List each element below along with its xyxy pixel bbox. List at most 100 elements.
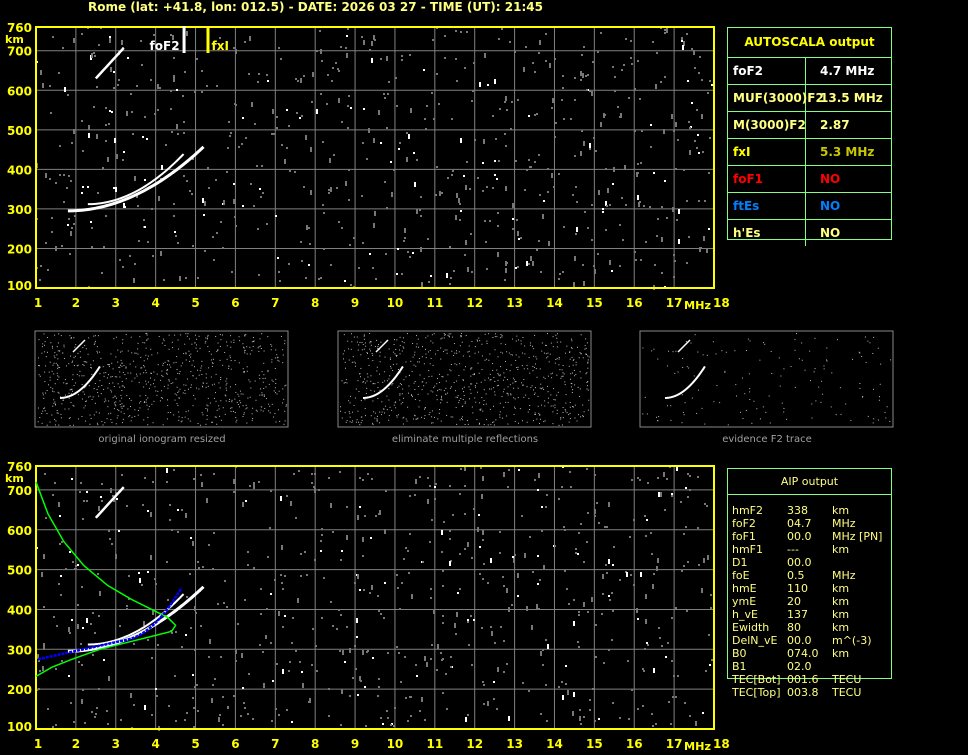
noise-dot (158, 196, 160, 201)
noise-dot (298, 470, 300, 472)
noise-dot (455, 396, 457, 398)
noise-dot (473, 619, 475, 621)
noise-dot (204, 250, 206, 252)
noise-dot (452, 336, 454, 338)
noise-dot (160, 397, 162, 399)
noise-dot (186, 180, 188, 182)
noise-dot (377, 347, 379, 349)
aip-title: AIP output (728, 469, 891, 495)
noise-dot (129, 363, 131, 365)
noise-dot (344, 350, 346, 352)
noise-dot (605, 168, 607, 170)
noise-dot (557, 391, 559, 393)
noise-dot (555, 334, 557, 336)
noise-dot (178, 397, 180, 399)
noise-dot (492, 363, 494, 365)
noise-dot (82, 364, 84, 366)
noise-dot (361, 419, 363, 421)
noise-dot (563, 373, 565, 375)
noise-dot (631, 63, 633, 65)
noise-dot (233, 183, 235, 185)
noise-dot (142, 136, 144, 138)
noise-dot (234, 216, 236, 218)
noise-dot (399, 349, 401, 351)
noise-dot (481, 397, 483, 399)
noise-dot (226, 358, 228, 360)
noise-dot (284, 159, 286, 164)
noise-dot (51, 370, 53, 372)
noise-dot (295, 78, 297, 80)
noise-dot (228, 365, 230, 367)
noise-dot (483, 400, 485, 402)
noise-dot (515, 267, 517, 269)
noise-dot (494, 336, 496, 338)
noise-dot (562, 365, 564, 367)
noise-dot (350, 348, 352, 350)
noise-dot (147, 416, 149, 418)
noise-dot (195, 334, 197, 336)
noise-dot (682, 45, 684, 50)
noise-dot (246, 353, 248, 355)
noise-dot (460, 398, 462, 400)
noise-dot (504, 376, 506, 378)
noise-dot (660, 81, 662, 83)
noise-dot (672, 351, 674, 353)
thumbnail-frame (337, 330, 592, 428)
noise-dot (517, 422, 519, 424)
noise-dot (579, 371, 581, 373)
noise-dot (530, 387, 532, 389)
noise-dot (219, 387, 221, 389)
electron-density-profile (35, 481, 177, 678)
noise-dot (427, 238, 429, 240)
noise-dot (115, 554, 117, 559)
noise-dot (490, 379, 492, 381)
noise-dot (107, 723, 109, 725)
noise-dot (570, 486, 572, 488)
noise-dot (569, 418, 571, 420)
autoscala-row-muf3000f2: MUF(3000)F2 13.5 MHz (728, 85, 891, 112)
noise-dot (323, 577, 325, 579)
noise-dot (549, 353, 551, 355)
noise-dot (116, 376, 118, 378)
x-tick-label: 5 (191, 296, 199, 310)
noise-dot (539, 414, 541, 416)
noise-dot (244, 371, 246, 373)
aip-key: Ewidth (732, 621, 770, 634)
noise-dot (235, 417, 237, 419)
noise-dot (97, 192, 99, 194)
noise-dot (605, 564, 607, 566)
thumbnail-trace (375, 339, 389, 353)
noise-dot (131, 111, 133, 113)
noise-dot (366, 380, 368, 382)
noise-dot (570, 382, 572, 384)
noise-dot (573, 358, 575, 360)
noise-dot (226, 382, 228, 384)
noise-dot (143, 386, 145, 388)
noise-dot (228, 401, 230, 403)
noise-dot (117, 383, 119, 385)
noise-dot (409, 533, 411, 535)
noise-dot (121, 380, 123, 382)
noise-dot (217, 603, 219, 605)
noise-dot (392, 351, 394, 353)
noise-dot (352, 356, 354, 358)
noise-dot (423, 417, 425, 419)
noise-dot (479, 546, 481, 548)
noise-dot (560, 418, 562, 420)
noise-dot (133, 704, 135, 706)
noise-dot (295, 650, 297, 652)
noise-dot (633, 519, 635, 521)
noise-dot (697, 134, 699, 136)
noise-dot (440, 347, 442, 349)
noise-dot (518, 469, 520, 471)
noise-dot (389, 358, 391, 360)
noise-dot (558, 686, 560, 688)
noise-dot (444, 334, 446, 336)
noise-dot (368, 364, 370, 366)
noise-dot (430, 357, 432, 359)
noise-dot (471, 557, 473, 559)
noise-dot (487, 424, 489, 426)
noise-dot (431, 410, 433, 412)
noise-dot (172, 382, 174, 384)
noise-dot (245, 404, 247, 406)
